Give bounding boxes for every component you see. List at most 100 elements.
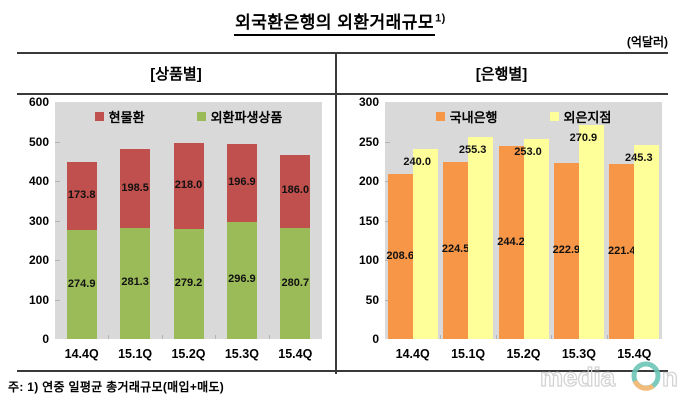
- chart-table: [상품별] [은행별] 0 100 200 300 400 500 600 14.4Q 15.1…: [17, 52, 668, 374]
- footnote: 주: 1) 연중 일평균 총거래규모(매입+매도): [8, 380, 225, 394]
- axis-tick-label: 300: [28, 213, 49, 228]
- legend-label: 현물환: [108, 110, 145, 125]
- value-label: 222.9: [552, 243, 581, 256]
- bar-segment: [226, 143, 257, 222]
- legend-label: 외환파생상품: [210, 110, 283, 125]
- category-label: 15.3Q: [224, 347, 259, 361]
- page-title: 외국환은행의 외환거래규모1): [0, 8, 680, 36]
- watermark-text-media: media: [540, 362, 616, 392]
- value-label: 270.9: [569, 131, 598, 144]
- value-label: 240.0: [403, 156, 431, 169]
- watermark-logo: media n: [538, 355, 678, 400]
- bar: [412, 149, 438, 339]
- bar-segment: [280, 154, 311, 229]
- axis-tick-mark: [108, 335, 110, 339]
- value-label: 296.9: [228, 273, 256, 286]
- legend-swatch: [435, 112, 445, 121]
- legend-item: 외환파생상품: [196, 107, 283, 126]
- bar: [498, 146, 524, 339]
- value-label: 244.2: [497, 235, 525, 248]
- axis-tick-mark: [55, 220, 60, 222]
- bar: [609, 164, 635, 339]
- value-label: 196.9: [228, 175, 256, 188]
- watermark-text-n: n: [662, 362, 678, 392]
- axis-tick-label: 400: [28, 174, 49, 188]
- axis-tick-label: 300: [358, 95, 379, 109]
- bar: [468, 137, 494, 339]
- chart-by-bank: 0 50 100 150 200 250 300 14.4Q 15.1Q 15.2Q 15.3Q 15…: [335, 95, 668, 374]
- axis-tick-mark: [55, 299, 60, 301]
- axis-tick-mark: [385, 181, 390, 182]
- axis-tick-mark: [606, 335, 608, 339]
- bar: [553, 162, 579, 339]
- legend-item: 현물환: [94, 107, 145, 126]
- axis-tick-mark: [551, 335, 553, 339]
- category-label: 15.4Q: [278, 347, 313, 361]
- category-label: 14.4Q: [64, 347, 99, 361]
- axis-tick-label: 0: [372, 332, 379, 346]
- axis-tick-label: 100: [28, 292, 49, 307]
- value-label: 224.5: [441, 243, 470, 256]
- axis-tick-label: 50: [365, 292, 379, 307]
- bar: [387, 174, 413, 339]
- axis-tick-label: 100: [358, 253, 379, 267]
- bar-segment: [120, 149, 151, 228]
- category-label: 15.4Q: [617, 347, 652, 361]
- axis-tick-mark: [385, 299, 390, 301]
- axis-tick-mark: [440, 335, 442, 339]
- category-label: 15.2Q: [171, 347, 206, 361]
- value-label: 245.3: [625, 152, 653, 165]
- axis-tick-label: 200: [28, 253, 49, 267]
- page-title-superscript: 1): [435, 12, 446, 25]
- bar-segment: [66, 230, 97, 339]
- value-label: 198.5: [121, 181, 149, 194]
- axis-tick-mark: [385, 141, 390, 143]
- page-title-text: 외국환은행의 외환거래규모: [234, 8, 436, 36]
- bar-segment: [226, 221, 257, 339]
- value-label: 221.4: [608, 244, 636, 257]
- axis-tick-label: 600: [28, 95, 49, 109]
- axis-tick-mark: [55, 141, 60, 143]
- value-label: 281.3: [121, 276, 149, 289]
- panel-divider: [335, 54, 337, 374]
- axis-tick-mark: [385, 220, 390, 222]
- legend-swatch: [196, 112, 206, 121]
- category-label: 15.1Q: [451, 347, 486, 361]
- legend-label: 외은지점: [563, 110, 612, 125]
- bar-segment: [173, 142, 204, 229]
- panel-title-by-product: [상품별]: [150, 66, 202, 83]
- value-label: 173.8: [67, 189, 96, 202]
- axis-tick-mark: [55, 181, 60, 182]
- value-label: 274.9: [67, 277, 96, 290]
- category-label: 15.1Q: [118, 347, 153, 361]
- value-label: 218.0: [174, 178, 203, 191]
- axis-tick-label: 0: [42, 332, 49, 346]
- bar: [578, 124, 604, 339]
- bar-segment: [280, 228, 311, 339]
- axis-tick-mark: [161, 335, 163, 339]
- axis-tick-label: 200: [358, 174, 379, 188]
- panel-header-row: [상품별] [은행별]: [17, 54, 668, 95]
- legend-label: 국내은행: [449, 110, 498, 125]
- value-label: 280.7: [281, 276, 310, 289]
- bar-segment: [120, 227, 151, 339]
- value-label: 208.6: [386, 249, 414, 262]
- legend-swatch: [94, 112, 104, 121]
- value-label: 253.0: [514, 146, 542, 159]
- axis-tick-mark: [268, 335, 270, 339]
- watermark-arc-orange: [632, 379, 655, 391]
- bar-segment: [66, 161, 97, 231]
- bar-segment: [173, 228, 204, 339]
- value-label: 186.0: [281, 184, 310, 197]
- axis-tick-mark: [215, 335, 217, 339]
- axis-tick-label: 150: [358, 213, 379, 228]
- category-label: 14.4Q: [395, 347, 430, 361]
- unit-label: (억달러): [626, 35, 668, 49]
- bar: [443, 161, 469, 339]
- legend: 현물환 외환파생상품: [55, 107, 322, 126]
- bar: [523, 139, 549, 339]
- value-label: 255.3: [458, 144, 487, 157]
- legend: 국내은행 외은지점: [385, 107, 662, 126]
- legend-item: 외은지점: [549, 107, 612, 126]
- axis-tick-mark: [55, 260, 60, 261]
